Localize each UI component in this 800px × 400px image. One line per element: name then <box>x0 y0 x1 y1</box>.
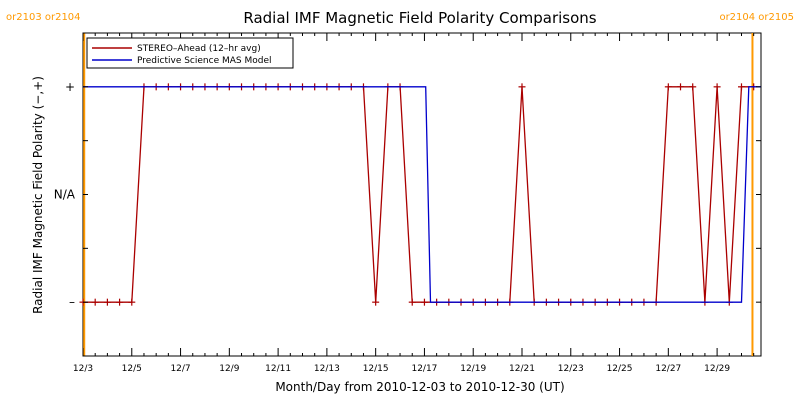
x-tick-label: 12/25 <box>607 364 633 374</box>
series-layer <box>79 83 761 306</box>
series-point-1 <box>91 298 99 306</box>
plot-border <box>82 32 762 357</box>
x-tick-label: 12/13 <box>314 364 340 374</box>
legend-label-2: Predictive Science MAS Model <box>137 56 272 66</box>
plot-frame <box>82 32 762 357</box>
series-point-1 <box>103 298 111 306</box>
x-tick-label: 12/11 <box>265 364 291 374</box>
chart-title: Radial IMF Magnetic Field Polarity Compa… <box>243 9 596 27</box>
carrington-lines <box>83 33 754 356</box>
carrington-label: or2103 or2104 <box>6 12 81 23</box>
series-point-1 <box>677 83 685 91</box>
y-axis: + N/A – <box>54 32 761 357</box>
series-point-1 <box>420 298 428 306</box>
series-point-1 <box>664 83 672 91</box>
series-point-1 <box>116 298 124 306</box>
series-point-1 <box>713 83 721 91</box>
x-tick-label: 12/27 <box>655 364 681 374</box>
series-point-1 <box>518 83 526 91</box>
y-axis-label: Radial IMF Magnetic Field Polarity (−,+) <box>31 76 45 314</box>
x-tick-label: 12/29 <box>704 364 730 374</box>
x-tick-label: 12/7 <box>170 364 190 374</box>
series-point-1 <box>128 298 136 306</box>
series-point-1 <box>408 298 416 306</box>
x-tick-label: 12/3 <box>73 364 93 374</box>
x-tick-label: 12/21 <box>509 364 535 374</box>
series-point-1 <box>689 83 697 91</box>
series-line-1 <box>83 86 754 303</box>
x-axis: 12/3 12/5 12/7 12/9 12/11 12/13 12/15 12/17 12/1… <box>73 33 755 374</box>
carrington-label: or2104 or2105 <box>719 12 794 23</box>
x-tick-label: 12/9 <box>219 364 239 374</box>
legend-label-1: STEREO–Ahead (12–hr avg) <box>137 44 261 54</box>
y-tick-label: + <box>65 80 75 94</box>
series-point-1 <box>372 298 380 306</box>
x-tick-label: 12/15 <box>363 364 389 374</box>
legend: STEREO–Ahead (12–hr avg) Predictive Scien… <box>86 37 294 69</box>
x-axis-label: Month/Day from 2010-12-03 to 2010-12-30 … <box>275 380 564 394</box>
x-tick-label: 12/19 <box>460 364 486 374</box>
legend-box <box>86 37 294 69</box>
carrington-labels: or2103 or2104 or2104 or2105 <box>6 12 794 23</box>
series-point-1 <box>737 83 745 91</box>
series-line-2 <box>83 86 761 303</box>
y-tick-label: – <box>69 295 75 309</box>
x-tick-label: 12/23 <box>558 364 584 374</box>
y-tick-label: N/A <box>54 188 76 202</box>
x-tick-label: 12/17 <box>411 364 437 374</box>
x-tick-label: 12/5 <box>122 364 142 374</box>
